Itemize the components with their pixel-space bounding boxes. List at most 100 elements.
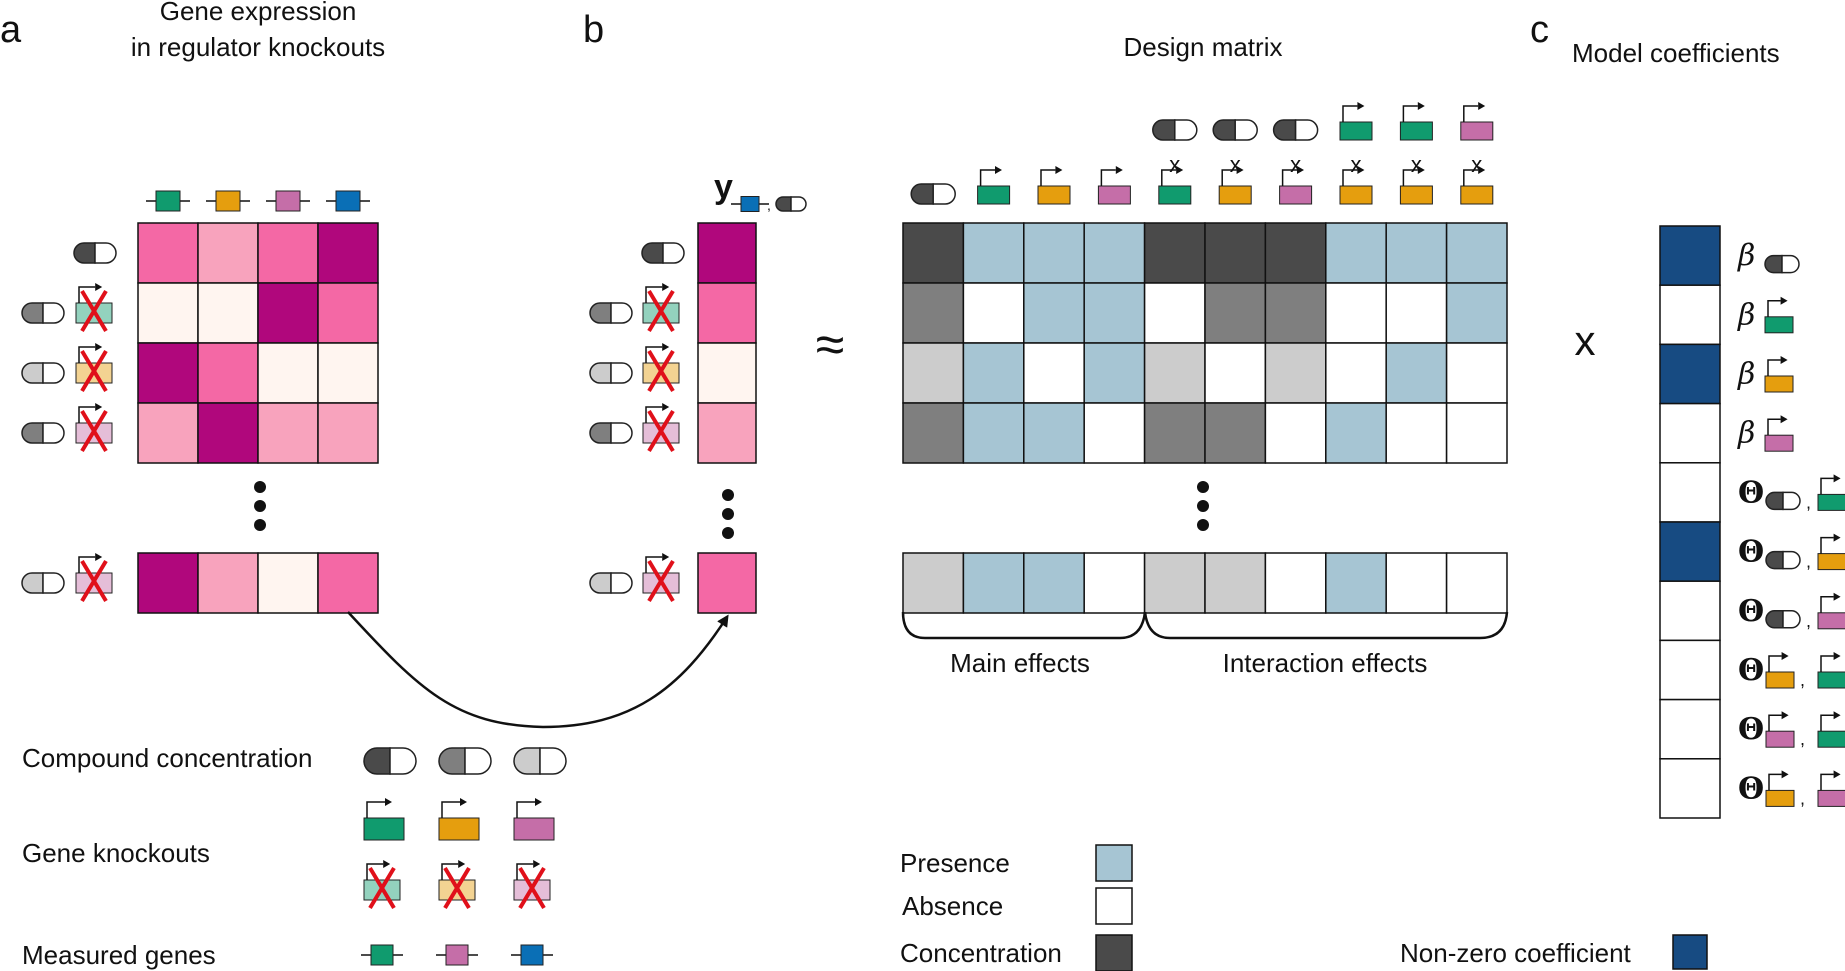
coef-sub-pink-icon [1764, 415, 1794, 452]
coef-sub-pink-icon [1817, 592, 1845, 630]
coefficient-theta-symbol: Θ [1738, 594, 1764, 629]
coef-sub-green-icon [1764, 296, 1794, 334]
expression-vector-y [697, 222, 757, 614]
legend-presence-swatch [1095, 844, 1133, 882]
header-measured-green-icon [146, 190, 190, 212]
expression-cell [257, 282, 319, 344]
design-matrix-cell [1083, 282, 1146, 344]
expression-cell [317, 552, 379, 614]
coef-sub-orange-icon [1765, 770, 1795, 807]
expression-cell [317, 282, 379, 344]
legend-pill-conc_mid-icon [438, 747, 492, 775]
legend-absence: Absence [902, 891, 1003, 921]
times-symbol: x [1575, 317, 1596, 364]
design-matrix-cell [902, 222, 965, 284]
a-row4-pill-icon [21, 422, 65, 444]
coef-sub-green-icon [1817, 474, 1845, 511]
coefficient-cell [1659, 521, 1721, 582]
b-row2-pill-icon [589, 302, 633, 324]
expression-cell [317, 342, 379, 404]
legend-gene-pink-icon [513, 798, 555, 841]
y-symbol: y [714, 168, 733, 206]
coefficient-cell [1659, 639, 1721, 701]
design-matrix-cell [962, 342, 1025, 404]
b-row4-pink-knockout-icon [642, 403, 680, 453]
header-measured-blue-icon [326, 190, 370, 212]
expression-cell [197, 222, 259, 284]
expression-cell [257, 342, 319, 404]
design-matrix-cell [902, 282, 965, 344]
b-row3-orange-knockout-icon [642, 343, 680, 393]
coef-sub-orange-icon [1817, 533, 1845, 571]
coefficient-beta-symbol: β [1737, 239, 1755, 274]
legend-measured-green-icon [361, 944, 403, 966]
dm-col10-top-pink-icon [1460, 102, 1494, 141]
b-row4-pill-icon [589, 422, 633, 444]
coef-sub-pink-icon [1765, 711, 1795, 748]
panel-a-title-line2: in regulator knockouts [131, 32, 385, 62]
design-matrix-cell [1083, 222, 1146, 284]
model-coefficients-title: Model coefficients [1572, 38, 1780, 68]
design-matrix-cell [1143, 282, 1206, 344]
dm-cross-symbol: x [1351, 152, 1362, 177]
legend-knockout-green-icon [363, 860, 401, 910]
ellipsis-dm [1197, 481, 1209, 531]
b-row5-pill-icon [589, 572, 633, 594]
a-row2-pill-icon [21, 302, 65, 324]
coef-sub-orange-icon [1764, 356, 1794, 393]
design-matrix-cell [1204, 552, 1267, 614]
expression-cell [137, 222, 199, 284]
y-vector-cell [697, 222, 757, 284]
design-matrix-cell [1445, 282, 1508, 344]
design-matrix-cell [1023, 552, 1085, 614]
coefficient-theta-symbol: Θ [1738, 771, 1764, 806]
knockout-condition-labels-b [589, 242, 685, 603]
coefficient-cell [1659, 580, 1721, 642]
expression-cell [197, 402, 259, 464]
design-matrix-cell [1385, 402, 1448, 464]
y-subscript-pill-icon [775, 196, 807, 212]
design-matrix-cell [962, 282, 1025, 344]
design-matrix-cell [962, 222, 1025, 284]
design-matrix-cell [962, 402, 1025, 464]
design-matrix-cell [1325, 222, 1387, 284]
legend-gene-green-icon [363, 798, 405, 841]
main-effects-brace [901, 611, 1147, 640]
a-row5-pill-icon [21, 572, 65, 594]
panel-a-title-line1: Gene expression [160, 0, 357, 26]
design-matrix-cell [962, 552, 1025, 614]
y-vector-cell [697, 552, 757, 614]
coefficient-theta-symbol: Θ [1738, 475, 1764, 510]
expression-cell [137, 402, 199, 464]
legend-measured-pink-icon [436, 944, 478, 966]
dm-col2-bottom-green-icon [977, 166, 1011, 205]
legend-icons [361, 747, 567, 966]
legend-knockout-orange-icon [438, 860, 476, 910]
interaction-effects-brace [1143, 611, 1509, 640]
design-matrix-cell [1445, 552, 1508, 614]
legend-pill-conc_low-icon [513, 747, 567, 775]
dm-col7-bottom-pink-icon [1279, 166, 1313, 205]
dm-cross-symbol: x [1290, 152, 1301, 177]
dm-col6-top-pill-icon [1212, 119, 1258, 141]
y-vector-cell [697, 342, 757, 404]
legend-non-zero-coefficient: Non-zero coefficient [1400, 938, 1632, 968]
design-matrix-cell [1325, 402, 1387, 464]
y-subscript-comma: , [767, 197, 771, 213]
dm-col9-top-green-icon [1399, 102, 1433, 141]
interaction-effects-label: Interaction effects [1223, 648, 1428, 678]
y-vector-cell [697, 402, 757, 464]
coefficient-theta-symbol: Θ [1738, 535, 1764, 570]
dm-cross-symbol: x [1169, 152, 1180, 177]
a-row1-pill-icon [73, 242, 117, 264]
design-matrix-cell [1143, 402, 1206, 464]
expression-cell [137, 552, 199, 614]
coefficient-cell [1659, 343, 1721, 405]
design-matrix-cell [1023, 222, 1085, 284]
legend-concentration: Concentration [900, 938, 1062, 968]
coef-sub-pill-icon [1764, 254, 1800, 274]
design-matrix-cell [1445, 342, 1508, 404]
legend-compound-concentration: Compound concentration [22, 743, 313, 773]
